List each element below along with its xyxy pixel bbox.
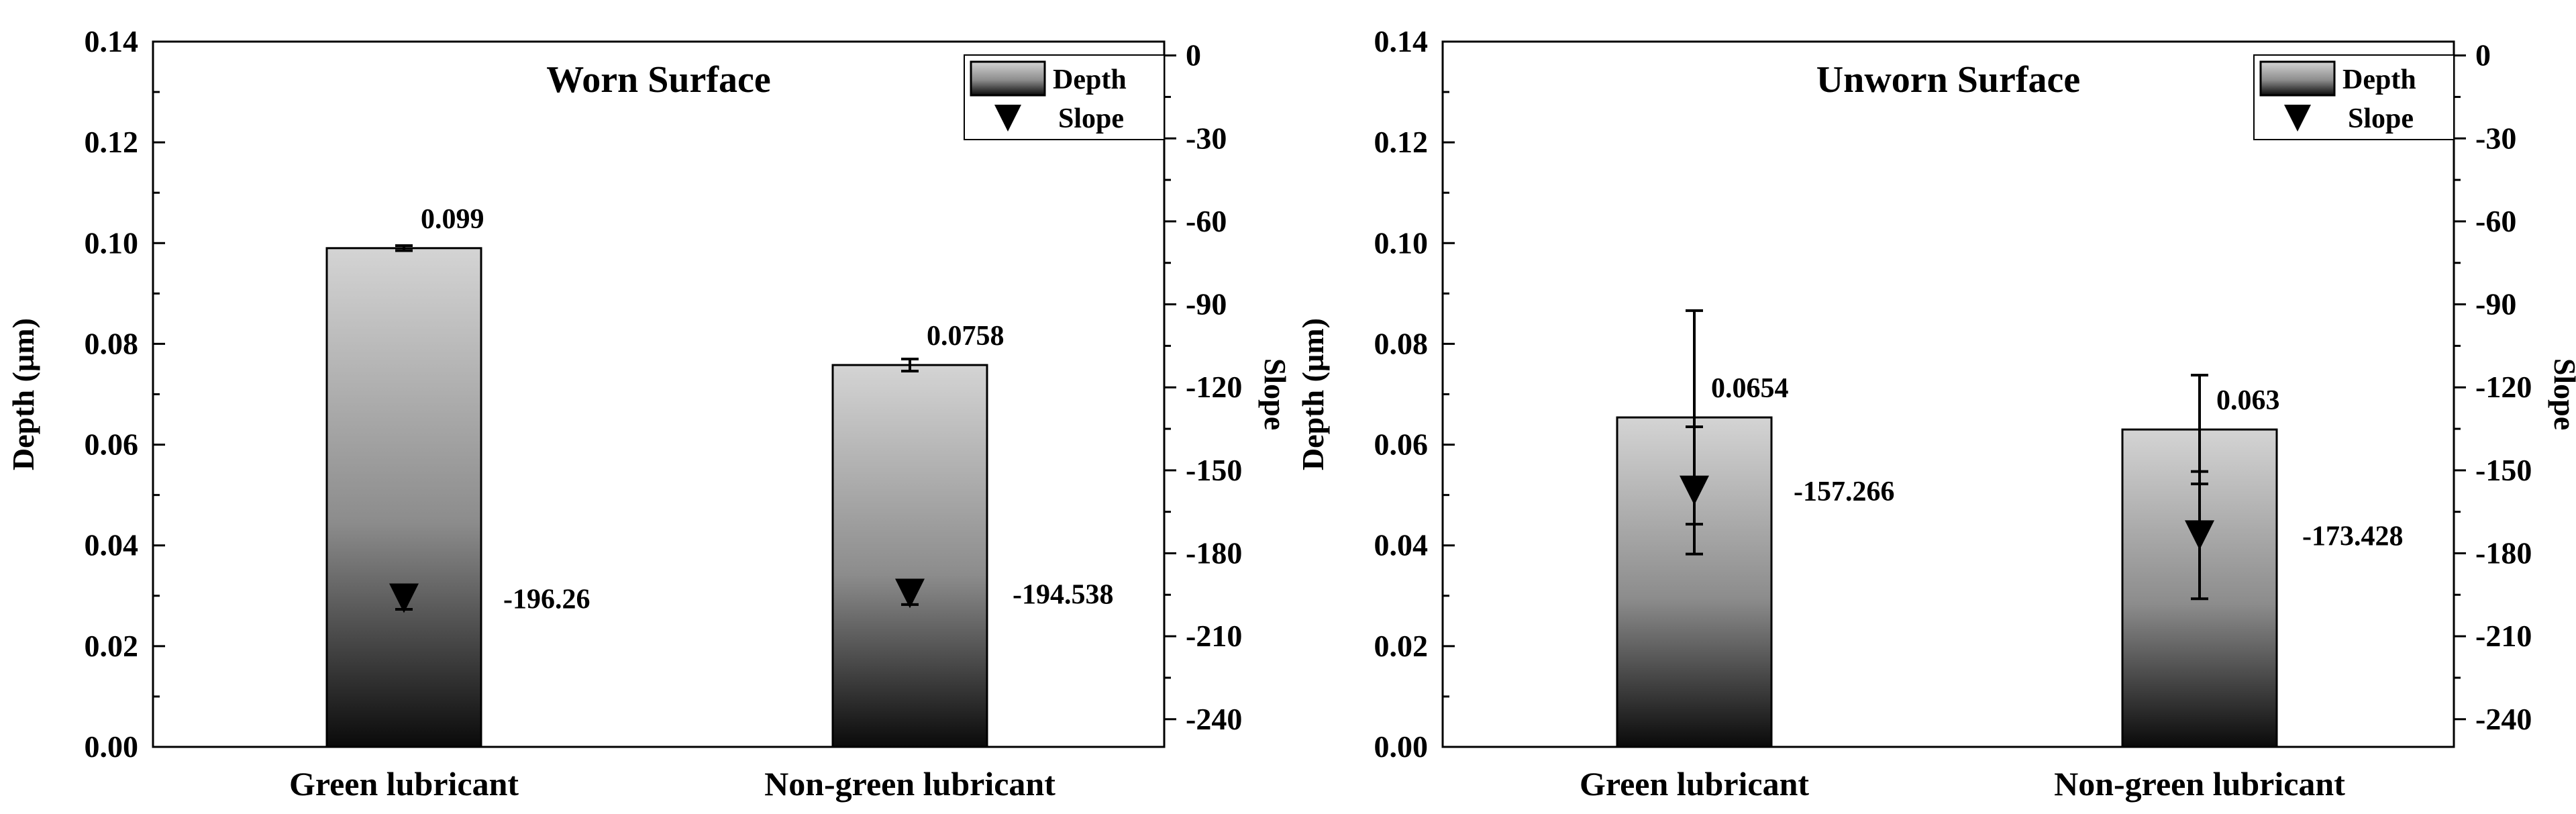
legend-slope-label: Slope — [1058, 103, 1124, 134]
y-tick-label: 0.12 — [85, 125, 139, 159]
legend-slope-label: Slope — [2348, 103, 2414, 134]
depth-bar — [831, 364, 988, 748]
y-tick-label: 0.08 — [1374, 326, 1429, 360]
y2-tick-label: -180 — [1186, 536, 1242, 570]
slope-value-label: -194.538 — [1013, 579, 1114, 610]
y-tick-label: 0.08 — [85, 326, 139, 360]
y-tick-label: 0.02 — [85, 629, 139, 663]
slope-marker — [895, 578, 925, 609]
legend-slope-swatch — [994, 105, 1021, 132]
y2-axis-title: Slope — [2548, 358, 2576, 430]
chart-panel-1: 0.099 0.0758 -196.26 -194.538 0.00 0.02 0.04 0.… — [6, 24, 1292, 803]
y2-tick-label: -180 — [2475, 536, 2532, 570]
slope-marker — [389, 583, 419, 613]
slope-marker — [1680, 475, 1709, 505]
y-tick-label: 0.04 — [85, 528, 139, 562]
y-tick-label: 0.14 — [1374, 24, 1429, 58]
legend-depth-swatch — [970, 60, 1046, 97]
slope-value-label: -196.26 — [503, 584, 590, 615]
depth-value-label: 0.099 — [421, 204, 484, 235]
depth-value-label: 0.0654 — [1711, 373, 1789, 404]
category-label: Non-green lubricant — [764, 765, 1055, 803]
category-label: Non-green lubricant — [2054, 765, 2345, 803]
y2-tick-label: -90 — [2475, 287, 2516, 321]
legend-depth-label: Depth — [1053, 64, 1127, 95]
y2-tick-label: -210 — [1186, 619, 1242, 653]
y-tick-label: 0.00 — [1374, 729, 1429, 764]
category-label: Green lubricant — [289, 765, 519, 803]
y2-tick-label: 0 — [2475, 38, 2491, 72]
y2-axis-title: Slope — [1258, 358, 1292, 430]
y-tick-label: 0.14 — [85, 24, 139, 58]
slope-marker — [2185, 520, 2214, 550]
y-axis-title: Depth (µm) — [1296, 318, 1330, 470]
depth-value-label: 0.063 — [2216, 385, 2280, 416]
category-label: Green lubricant — [1580, 765, 1809, 803]
y2-tick-label: 0 — [1186, 38, 1201, 72]
y2-tick-label: -150 — [2475, 453, 2532, 487]
y2-tick-label: -30 — [2475, 121, 2516, 155]
y-axis-title: Depth (µm) — [6, 318, 40, 470]
y2-tick-label: -30 — [1186, 121, 1227, 155]
y-tick-label: 0.12 — [1374, 125, 1429, 159]
legend-depth-swatch — [2259, 60, 2336, 97]
y2-tick-label: -60 — [1186, 204, 1227, 238]
plot-frame — [152, 40, 1166, 748]
y2-tick-label: -240 — [1186, 702, 1242, 736]
depth-value-label: 0.0758 — [927, 321, 1004, 352]
y-tick-label: 0.00 — [85, 729, 139, 764]
y2-tick-label: -150 — [1186, 453, 1242, 487]
y-tick-label: 0.06 — [1374, 427, 1429, 462]
y-tick-label: 0.10 — [1374, 225, 1429, 260]
slope-value-label: -173.428 — [2302, 521, 2404, 552]
y-tick-label: 0.06 — [85, 427, 139, 462]
y-tick-label: 0.04 — [1374, 528, 1429, 562]
chart-title: Worn Surface — [546, 59, 770, 101]
depth-bar — [325, 247, 482, 748]
legend-slope-swatch — [2284, 105, 2311, 132]
chart-panel-2: 0.0654 0.063 -157.266 -173.428 0.00 0.02 0.04 0… — [1296, 24, 2576, 803]
y2-tick-label: -210 — [2475, 619, 2532, 653]
y2-tick-label: -90 — [1186, 287, 1227, 321]
y-tick-label: 0.02 — [1374, 629, 1429, 663]
y-tick-label: 0.10 — [85, 225, 139, 260]
plot-frame — [1441, 40, 2455, 748]
y2-tick-label: -120 — [1186, 370, 1242, 404]
chart-title: Unworn Surface — [1816, 59, 2081, 101]
y2-tick-label: -240 — [2475, 702, 2532, 736]
slope-value-label: -157.266 — [1794, 476, 1895, 507]
y2-tick-label: -60 — [2475, 204, 2516, 238]
legend-depth-label: Depth — [2342, 64, 2416, 95]
y2-tick-label: -120 — [2475, 370, 2532, 404]
